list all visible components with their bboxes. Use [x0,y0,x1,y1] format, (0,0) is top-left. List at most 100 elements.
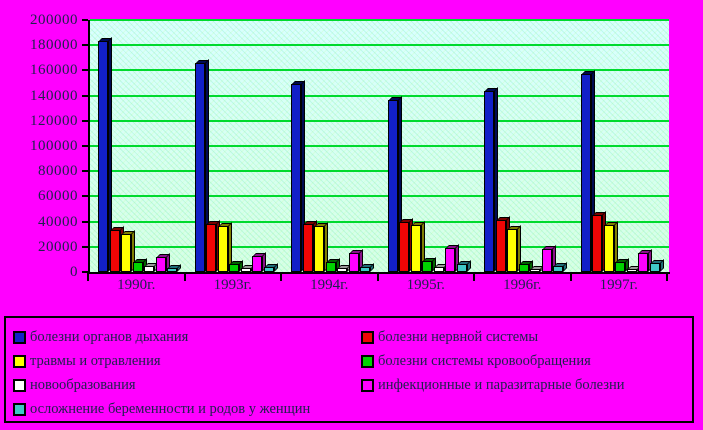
y-tick-label: 20000 [38,238,78,255]
gridline [90,94,669,97]
x-tick-label: 1994г. [310,277,349,293]
y-tick-mark [82,19,88,21]
x-tick-label: 1996г. [503,277,542,293]
legend-swatch [13,330,26,344]
legend-label: болезни нервной системы [378,328,539,345]
bar-front-face [132,262,143,272]
bar-front-face [615,262,625,272]
bar-series5-1994г. [337,264,351,272]
x-tick-mark [376,272,379,281]
legend-item: болезни нервной системы [361,325,692,349]
bar-series2-1990г. [109,226,124,272]
gridline [90,119,669,122]
bar-front-face [229,264,239,272]
bar-series6-1997г. [638,249,652,272]
bar-series5-1993г. [240,264,255,272]
x-tick-mark [280,272,282,281]
y-tick-label: 80000 [38,163,78,180]
gridline [90,69,669,72]
legend-item: травмы и отравления [13,349,361,373]
legend-label: травмы и отравления [30,352,161,369]
y-tick-mark [82,170,88,173]
bar-front-face [410,225,421,272]
plot-area [88,19,669,272]
bar-front-face [348,253,359,272]
bar-series6-1995г. [445,244,459,272]
bar-series7-1996г. [553,262,567,272]
legend-item: болезни органов дыхания [13,325,361,349]
bar-front-face [240,268,251,272]
legend-item: новообразования [13,373,361,397]
bar-front-face [121,234,131,272]
legend: болезни органов дыхания болезни нервной с… [4,316,694,423]
legend-swatch [361,354,374,368]
bar-series4-1997г. [615,258,629,272]
gridline [90,19,669,21]
bar-series1-1993г. [194,59,209,272]
bar-series7-1994г. [360,263,374,272]
x-tick-mark [87,272,89,281]
bar-series6-1993г. [252,252,266,272]
bar-front-face [592,215,602,272]
bar-front-face [603,225,614,272]
x-axis-line [88,272,670,281]
y-tick-label: 40000 [38,213,78,230]
bar-front-face [495,220,506,272]
x-tick-label: 1995г. [406,277,445,293]
bar-front-face [422,261,432,272]
bar-front-face [553,266,563,272]
bar-series6-1990г. [155,253,170,272]
bar-series5-1990г. [144,262,158,272]
bar-front-face [325,262,336,272]
bar-series1-1997г. [580,70,595,272]
bar-front-face [530,269,540,272]
y-tick-label: 160000 [30,62,78,79]
bar-series1-1990г. [98,37,112,272]
bar-front-face [433,267,444,272]
bar-front-face [399,222,409,272]
y-tick-mark [82,44,88,47]
bar-front-face [337,268,347,272]
y-tick-mark [82,145,88,147]
bar-front-face [387,100,398,272]
gridline [90,145,669,147]
bar-front-face [291,84,301,272]
legend-item: инфекционные и паразитарные болезни [361,373,692,397]
bar-series6-1994г. [348,249,363,272]
bar-series7-1995г. [456,260,471,272]
bar-series5-1995г. [433,263,448,272]
bar-series3-1994г. [314,222,328,272]
legend-item: осложнение беременности и родов у женщин [13,397,692,421]
bar-series4-1995г. [422,257,436,272]
gridline [90,170,669,173]
y-tick-mark [82,220,88,223]
legend-swatch [13,402,26,416]
bar-series3-1993г. [217,222,232,272]
bar-series7-1993г. [263,263,278,272]
bar-series3-1995г. [410,221,425,272]
bar-series5-1996г. [530,265,544,272]
legend-swatch [361,378,374,392]
y-tick-label: 180000 [30,37,78,54]
bar-front-face [167,268,177,272]
gridline [90,195,669,198]
bar-front-face [638,253,648,272]
y-tick-mark [82,119,88,122]
bar-front-face [541,249,552,272]
bar-front-face [109,230,120,272]
bar-series2-1995г. [399,218,413,272]
bar-front-face [456,264,467,272]
bar-series1-1995г. [387,96,402,272]
x-tick-mark [666,272,668,281]
bar-series6-1996г. [541,245,556,272]
y-tick-mark [82,94,88,97]
bar-front-face [649,263,660,272]
legend-label: болезни системы кровообращения [378,352,591,369]
bar-front-face [445,248,455,272]
bar-series2-1993г. [206,220,220,272]
bar-front-face [144,266,154,272]
bar-series2-1996г. [495,216,510,272]
bar-front-face [302,224,313,272]
bar-front-face [518,264,529,272]
